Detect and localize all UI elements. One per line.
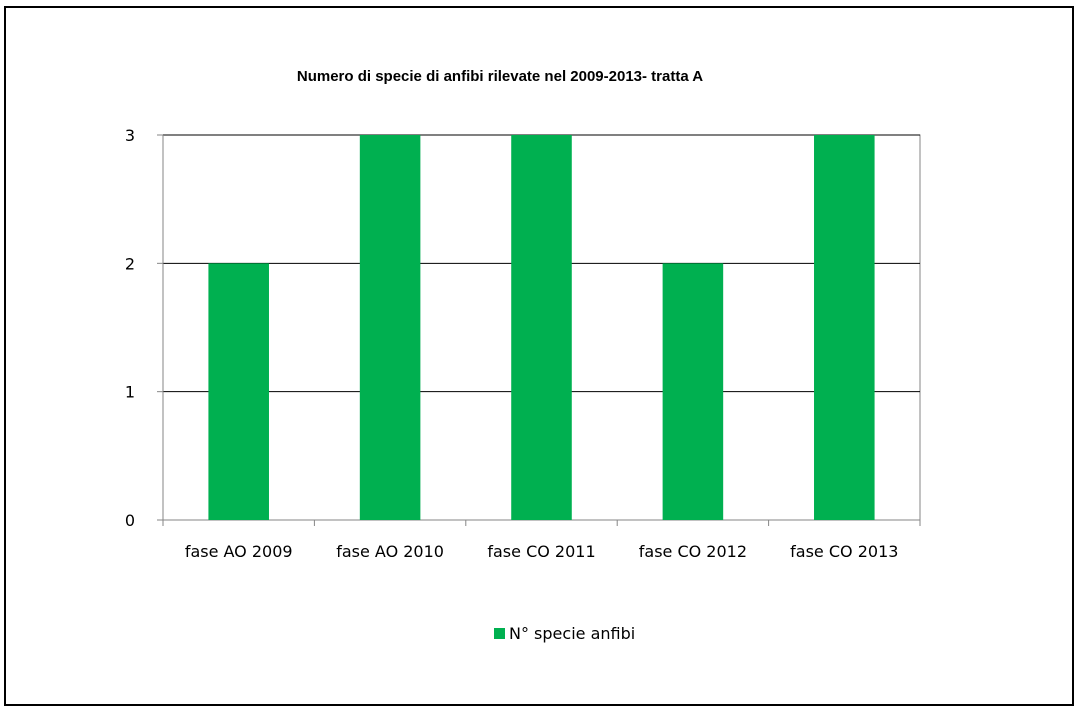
bar <box>662 263 724 520</box>
chart-title: Numero di specie di anfibi rilevate nel … <box>296 68 704 85</box>
bar <box>511 135 572 520</box>
x-tick-label: fase CO 2011 <box>487 542 595 561</box>
legend-swatch <box>494 628 505 639</box>
y-tick-label: 1 <box>125 383 135 402</box>
legend: N° specie anfibi <box>494 624 635 643</box>
y-tick-label: 3 <box>125 126 135 145</box>
x-tick-label: fase AO 2009 <box>185 542 293 561</box>
x-tick-label: fase AO 2010 <box>336 542 444 561</box>
y-tick-label: 2 <box>125 254 135 273</box>
legend-label: N° specie anfibi <box>509 624 636 643</box>
bar <box>359 135 421 520</box>
chart-frame <box>4 6 1074 706</box>
bar <box>814 135 875 520</box>
x-tick-label: fase CO 2012 <box>639 542 747 561</box>
x-tick-label: fase CO 2013 <box>790 542 898 561</box>
bar <box>208 263 269 520</box>
y-tick-label: 0 <box>125 511 135 530</box>
